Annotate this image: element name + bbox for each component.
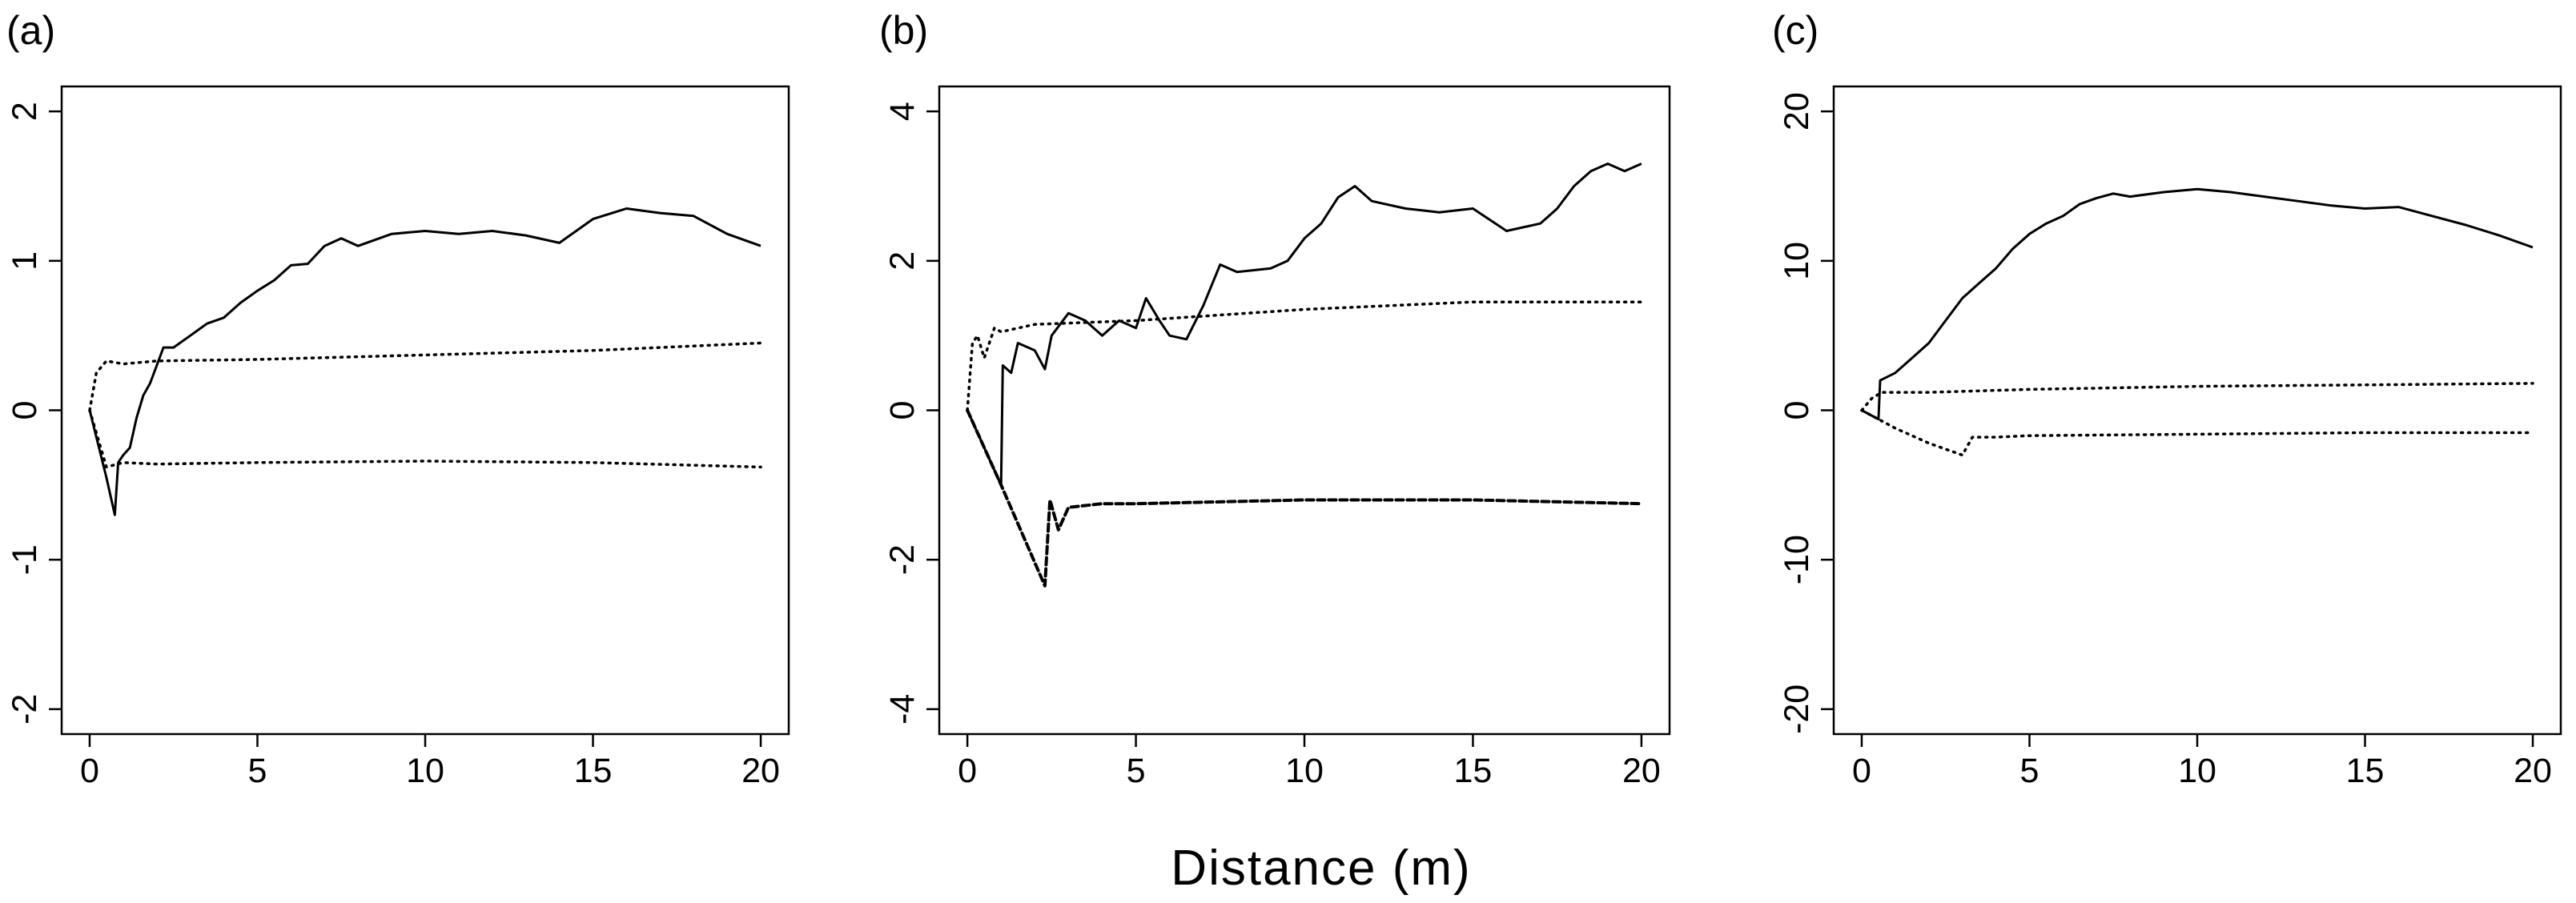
x-tick-label: 20 bbox=[1622, 752, 1661, 790]
chart-panel-1: (a) 0 5 10 15 20 -2 -1 0 1 2 bbox=[6, 8, 790, 790]
x-tick-label: 15 bbox=[574, 752, 613, 790]
y-tick-label: 0 bbox=[6, 401, 44, 420]
x-axis-title: Distance (m) bbox=[1171, 841, 1471, 896]
panel-label: (b) bbox=[879, 8, 928, 53]
y-tick-label: -4 bbox=[883, 694, 922, 724]
x-tick-label: 15 bbox=[1454, 752, 1493, 790]
series-line-solid-1 bbox=[966, 163, 1642, 487]
x-tick-label: 20 bbox=[2514, 752, 2552, 790]
x-tick-label: 15 bbox=[2346, 752, 2385, 790]
chart-panel-2: (b) 0 5 10 15 20 -4 -2 0 2 4 bbox=[879, 8, 1671, 790]
plot-frame bbox=[938, 85, 1671, 736]
x-tick-label: 10 bbox=[2178, 752, 2216, 790]
y-tick-label: 4 bbox=[883, 102, 922, 121]
y-tick-label: -2 bbox=[6, 694, 44, 724]
y-tick-label: 20 bbox=[1778, 92, 1816, 130]
series-line-dashed-3 bbox=[966, 408, 1643, 588]
x-tick-label: 0 bbox=[958, 752, 977, 790]
y-tick-label: 0 bbox=[883, 401, 922, 420]
x-tick-label: 5 bbox=[248, 752, 267, 790]
series-line-dotted-3 bbox=[88, 408, 762, 469]
y-tick-label: -2 bbox=[883, 544, 922, 575]
series-line-dotted-3 bbox=[1860, 408, 2534, 457]
series-line-dotted-2 bbox=[1860, 382, 2534, 412]
y-tick-label: 1 bbox=[6, 251, 44, 271]
x-tick-label: 0 bbox=[1852, 752, 1871, 790]
y-tick-label: -10 bbox=[1778, 535, 1816, 584]
series-line-solid-1 bbox=[1861, 187, 2534, 421]
y-tick-label: 2 bbox=[883, 251, 922, 271]
x-tick-label: 5 bbox=[2020, 752, 2040, 790]
y-tick-label: -20 bbox=[1778, 684, 1816, 734]
x-tick-label: 0 bbox=[80, 752, 99, 790]
series-line-solid-1 bbox=[88, 207, 762, 516]
y-tick-label: 10 bbox=[1778, 242, 1816, 280]
x-tick-label: 5 bbox=[1127, 752, 1146, 790]
panel-label: (a) bbox=[6, 8, 55, 53]
series-line-dotted-2 bbox=[88, 341, 762, 412]
x-tick-label: 10 bbox=[406, 752, 444, 790]
plot-frame bbox=[1832, 85, 2562, 736]
y-tick-label: 2 bbox=[6, 102, 44, 121]
panel-label: (c) bbox=[1772, 8, 1818, 53]
x-tick-label: 20 bbox=[741, 752, 780, 790]
plot-frame bbox=[60, 85, 790, 736]
chart-panel-3: (c) 0 5 10 15 20 -20 -10 0 10 20 bbox=[1772, 8, 2562, 790]
y-tick-label: 0 bbox=[1778, 401, 1816, 420]
series-line-dotted-2 bbox=[966, 300, 1643, 412]
x-tick-label: 10 bbox=[1285, 752, 1324, 790]
y-tick-label: -1 bbox=[6, 544, 44, 575]
